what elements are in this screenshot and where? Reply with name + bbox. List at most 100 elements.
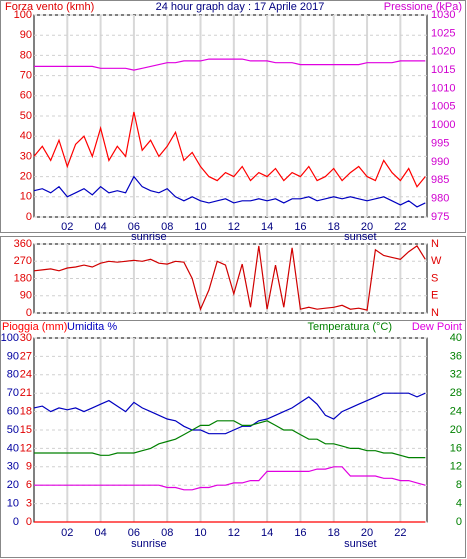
y-tick-label: 360 bbox=[14, 238, 32, 250]
y-tick-label: 60 bbox=[20, 90, 32, 102]
y3-tick-label: 3 bbox=[26, 498, 32, 510]
y2-tick-label: 1005 bbox=[431, 101, 455, 113]
y2-tick-label: 1025 bbox=[431, 27, 455, 39]
y-tick-label: 80 bbox=[20, 49, 32, 61]
y2-tick-label: 1015 bbox=[431, 64, 455, 76]
y2-tick-label: N bbox=[431, 238, 439, 250]
y-tick-label: 70 bbox=[20, 70, 32, 82]
series-line bbox=[33, 175, 426, 208]
x-tick-label: 10 bbox=[194, 527, 206, 539]
y2-tick-label: 4 bbox=[456, 498, 462, 510]
y-tick-label: 40 bbox=[20, 130, 32, 142]
x-tick-label: 04 bbox=[94, 221, 106, 233]
y2-tick-label: 40 bbox=[450, 332, 462, 344]
plot-area bbox=[33, 14, 428, 218]
y-tick-label: 20 bbox=[20, 171, 32, 183]
x-tick-label: 14 bbox=[261, 527, 273, 539]
y2-tick-label: 28 bbox=[450, 387, 462, 399]
y3-tick-label: 27 bbox=[20, 350, 32, 362]
x-tick-label: 10 bbox=[194, 221, 206, 233]
y-tick-label: 30 bbox=[20, 150, 32, 162]
y2-axis-label: Pressione (kPa) bbox=[384, 1, 462, 13]
x-tick-label: 12 bbox=[228, 221, 240, 233]
annotation: sunrise bbox=[131, 231, 166, 243]
y2-tick-label: 980 bbox=[431, 193, 449, 205]
y2-tick-label: 0 bbox=[456, 516, 462, 528]
x-tick-label: 06 bbox=[128, 527, 140, 539]
x-tick-label: 22 bbox=[394, 527, 406, 539]
y-tick-label: 40 bbox=[7, 442, 19, 454]
panel-frame bbox=[0, 320, 466, 558]
legend-label: Pioggia (mm) bbox=[2, 321, 67, 333]
y-tick-label: 100 bbox=[14, 9, 32, 21]
x-tick-label: 22 bbox=[394, 221, 406, 233]
y-tick-label: 10 bbox=[20, 191, 32, 203]
y-tick-label: 90 bbox=[7, 350, 19, 362]
y-tick-label: 0 bbox=[26, 211, 32, 223]
x-tick-label: 16 bbox=[294, 527, 306, 539]
y2-tick-label: 36 bbox=[450, 350, 462, 362]
y3-tick-label: 18 bbox=[20, 406, 32, 418]
panel-frame bbox=[0, 0, 466, 233]
series-line bbox=[34, 466, 426, 491]
y-tick-label: 50 bbox=[20, 110, 32, 122]
y-tick-label: 180 bbox=[14, 272, 32, 284]
y-tick-label: 10 bbox=[7, 498, 19, 510]
y3-tick-label: 15 bbox=[20, 424, 32, 436]
series-line bbox=[33, 245, 426, 312]
x-tick-label: 20 bbox=[361, 221, 373, 233]
series-line bbox=[33, 111, 426, 188]
legend-label: Dew Point bbox=[412, 321, 462, 333]
y2-tick-label: 20 bbox=[450, 424, 462, 436]
plot-area bbox=[33, 243, 428, 314]
y2-tick-label: 985 bbox=[431, 174, 449, 186]
y3-tick-label: 6 bbox=[26, 479, 32, 491]
x-tick-label: 18 bbox=[328, 221, 340, 233]
y3-tick-label: 0 bbox=[26, 516, 32, 528]
x-tick-label: 14 bbox=[261, 221, 273, 233]
y-tick-label: 90 bbox=[20, 290, 32, 302]
legend-label: Temperatura (°C) bbox=[308, 321, 392, 333]
y3-tick-label: 24 bbox=[20, 369, 32, 381]
y2-tick-label: 16 bbox=[450, 442, 462, 454]
y2-tick-label: 975 bbox=[431, 211, 449, 223]
y-tick-label: 0 bbox=[26, 307, 32, 319]
y-tick-label: 60 bbox=[7, 406, 19, 418]
legend-label: Umidita % bbox=[67, 321, 117, 333]
x-tick-label: 16 bbox=[294, 221, 306, 233]
y2-tick-label: 1020 bbox=[431, 46, 455, 58]
y2-tick-label: 32 bbox=[450, 369, 462, 381]
y3-tick-label: 9 bbox=[26, 461, 32, 473]
x-tick-label: 02 bbox=[61, 221, 73, 233]
y-tick-label: 270 bbox=[14, 255, 32, 267]
x-tick-label: 20 bbox=[361, 527, 373, 539]
y-tick-label: 70 bbox=[7, 387, 19, 399]
y2-tick-label: 1010 bbox=[431, 82, 455, 94]
series-line bbox=[33, 392, 426, 435]
x-tick-label: 18 bbox=[328, 527, 340, 539]
y-axis-label: Forza vento (kmh) bbox=[5, 1, 94, 13]
y2-tick-label: N bbox=[431, 307, 439, 319]
y2-tick-label: 8 bbox=[456, 479, 462, 491]
y3-tick-label: 30 bbox=[20, 332, 32, 344]
y-tick-label: 100 bbox=[1, 332, 19, 344]
y2-tick-label: 990 bbox=[431, 156, 449, 168]
y-tick-label: 0 bbox=[13, 516, 19, 528]
chart-title: 24 hour graph day : 17 Aprile 2017 bbox=[156, 1, 325, 13]
x-tick-label: 06 bbox=[128, 221, 140, 233]
x-tick-label: 02 bbox=[61, 527, 73, 539]
series-line bbox=[34, 58, 426, 71]
y2-tick-label: E bbox=[431, 290, 438, 302]
y3-tick-label: 21 bbox=[20, 387, 32, 399]
annotation: sunset bbox=[344, 231, 376, 243]
y2-tick-label: 12 bbox=[450, 461, 462, 473]
y-tick-label: 90 bbox=[20, 29, 32, 41]
y-tick-label: 20 bbox=[7, 479, 19, 491]
x-tick-label: 08 bbox=[161, 221, 173, 233]
y-tick-label: 30 bbox=[7, 461, 19, 473]
y2-tick-label: W bbox=[431, 255, 442, 267]
y2-tick-label: 995 bbox=[431, 137, 449, 149]
x-tick-label: 12 bbox=[228, 527, 240, 539]
y-tick-label: 50 bbox=[7, 424, 19, 436]
